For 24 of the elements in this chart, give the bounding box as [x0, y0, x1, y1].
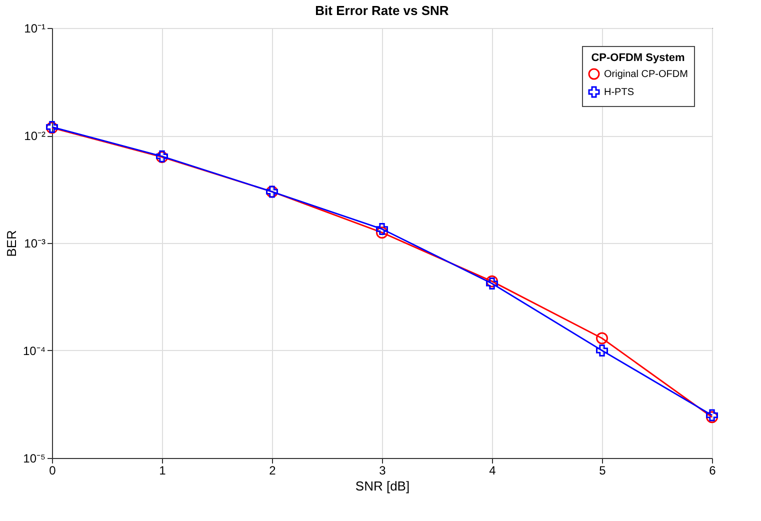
- x-tick-label: 6: [709, 464, 716, 478]
- point: [486, 278, 498, 290]
- x-tick-label: 4: [489, 464, 496, 478]
- x-tick-label: 1: [159, 464, 166, 478]
- legend-label: H-PTS: [604, 87, 634, 98]
- y-tick-label: 10⁻³: [24, 236, 46, 250]
- point: [596, 332, 608, 344]
- x-tick-label: 0: [49, 464, 56, 478]
- x-tick-label: 3: [379, 464, 386, 478]
- point: [486, 275, 498, 288]
- legend-label: Original CP-OFDM: [604, 69, 688, 80]
- y-tick-label: 10⁻⁴: [22, 344, 46, 358]
- y-axis-title: BER: [4, 230, 19, 257]
- x-tick-label: 2: [269, 464, 276, 478]
- chart-title: Bit Error Rate vs SNR: [315, 3, 450, 18]
- point: [596, 344, 608, 356]
- y-tick-label: 10⁻¹: [24, 22, 46, 36]
- point: [376, 226, 388, 239]
- legend-title: CP-OFDM System: [591, 52, 685, 64]
- x-axis-title: SNR [dB]: [355, 478, 410, 494]
- point: [376, 222, 388, 235]
- y-tick-label: 10⁻²: [24, 129, 46, 143]
- y-tick-label: 10⁻⁵: [23, 452, 46, 466]
- x-tick-label: 5: [599, 464, 606, 478]
